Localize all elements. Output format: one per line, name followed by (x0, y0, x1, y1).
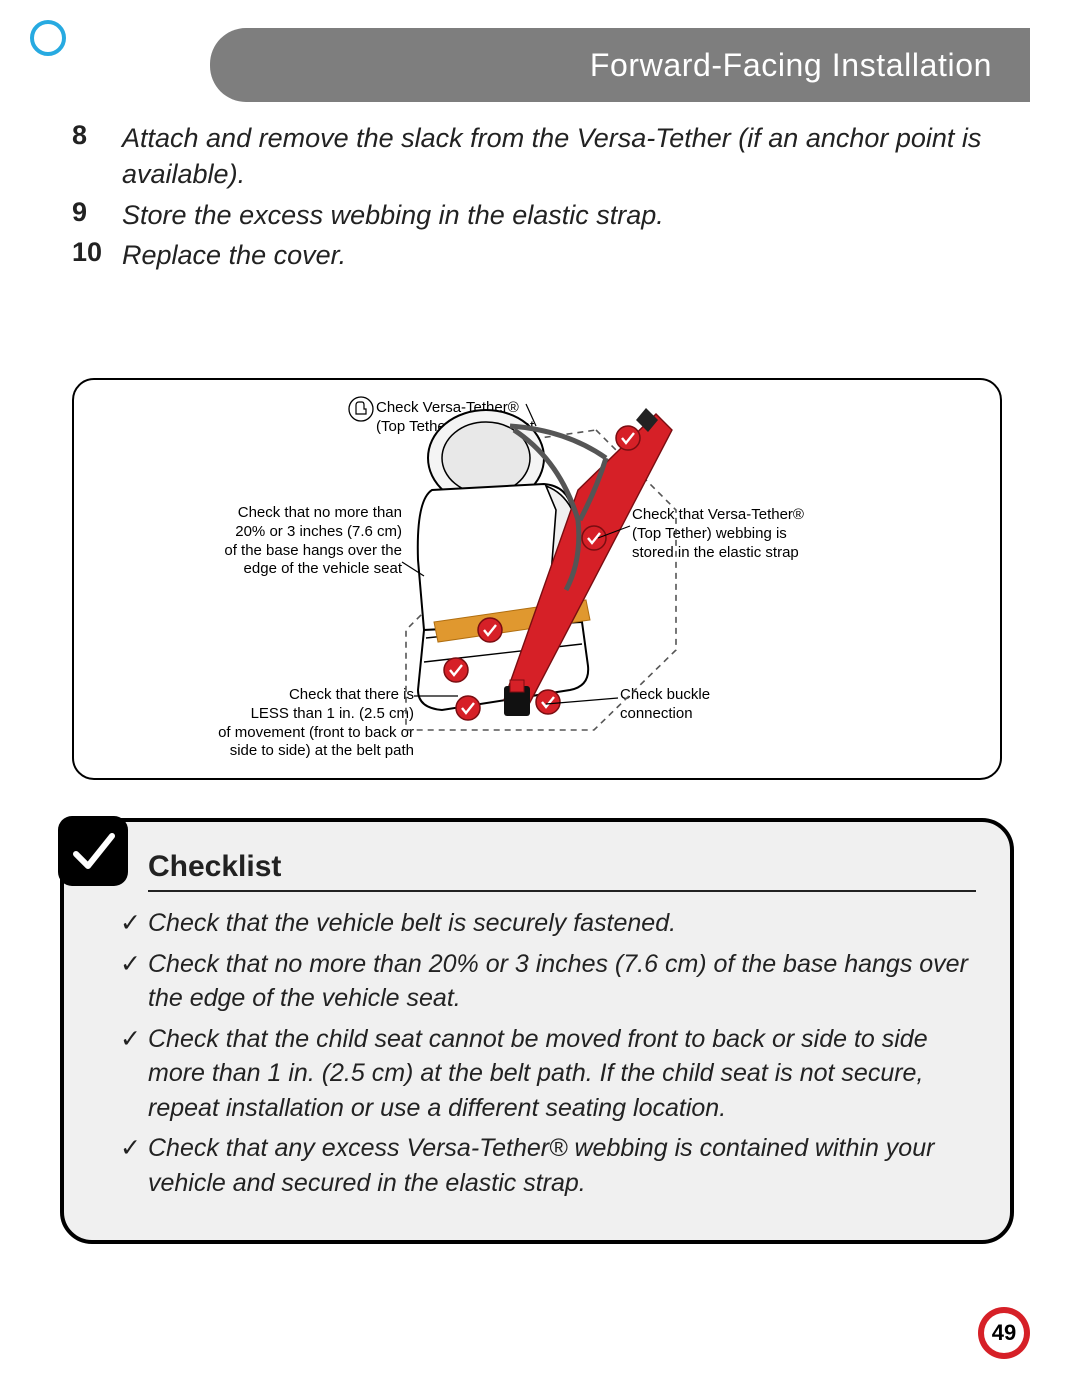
checklist-text: Check that no more than 20% or 3 inches … (148, 947, 976, 1016)
corner-circle-icon (30, 20, 66, 56)
checklist-item: ✓Check that no more than 20% or 3 inches… (120, 947, 976, 1016)
checklist-title: Checklist (148, 850, 976, 892)
diagram: Check Versa-Tether® (Top Tether) attachm… (74, 380, 1000, 778)
checklist-text: Check that the child seat cannot be move… (148, 1022, 976, 1126)
page-number-badge: 49 (976, 1305, 1032, 1361)
step-number: 10 (72, 237, 122, 273)
checklist-text: Check that any excess Versa-Tether® webb… (148, 1131, 976, 1200)
step-text: Attach and remove the slack from the Ver… (122, 120, 1010, 193)
checklist-items: ✓Check that the vehicle belt is securely… (120, 906, 976, 1200)
checklist-text: Check that the vehicle belt is securely … (148, 906, 676, 941)
checklist-item: ✓Check that the child seat cannot be mov… (120, 1022, 976, 1126)
check-icon: ✓ (120, 1131, 148, 1200)
checklist-item: ✓Check that any excess Versa-Tether® web… (120, 1131, 976, 1200)
section-title: Forward-Facing Installation (590, 47, 992, 84)
step-row: 10 Replace the cover. (72, 237, 1010, 273)
step-number: 8 (72, 120, 122, 193)
check-icon: ✓ (120, 947, 148, 1016)
step-text: Replace the cover. (122, 237, 346, 273)
page-number: 49 (976, 1305, 1032, 1361)
car-seat-illustration (346, 390, 706, 770)
check-icon: ✓ (120, 1022, 148, 1126)
step-row: 8 Attach and remove the slack from the V… (72, 120, 1010, 193)
checkmark-badge-icon (58, 816, 128, 886)
step-number: 9 (72, 197, 122, 233)
step-row: 9 Store the excess webbing in the elasti… (72, 197, 1010, 233)
check-icon: ✓ (120, 906, 148, 941)
instruction-steps: 8 Attach and remove the slack from the V… (72, 120, 1010, 278)
section-title-bar: Forward-Facing Installation (210, 28, 1030, 102)
page: Forward-Facing Installation 8 Attach and… (0, 0, 1080, 1397)
checklist-box: Checklist ✓Check that the vehicle belt i… (60, 818, 1014, 1244)
checklist-item: ✓Check that the vehicle belt is securely… (120, 906, 976, 941)
diagram-box: Check Versa-Tether® (Top Tether) attachm… (72, 378, 1002, 780)
step-text: Store the excess webbing in the elastic … (122, 197, 664, 233)
